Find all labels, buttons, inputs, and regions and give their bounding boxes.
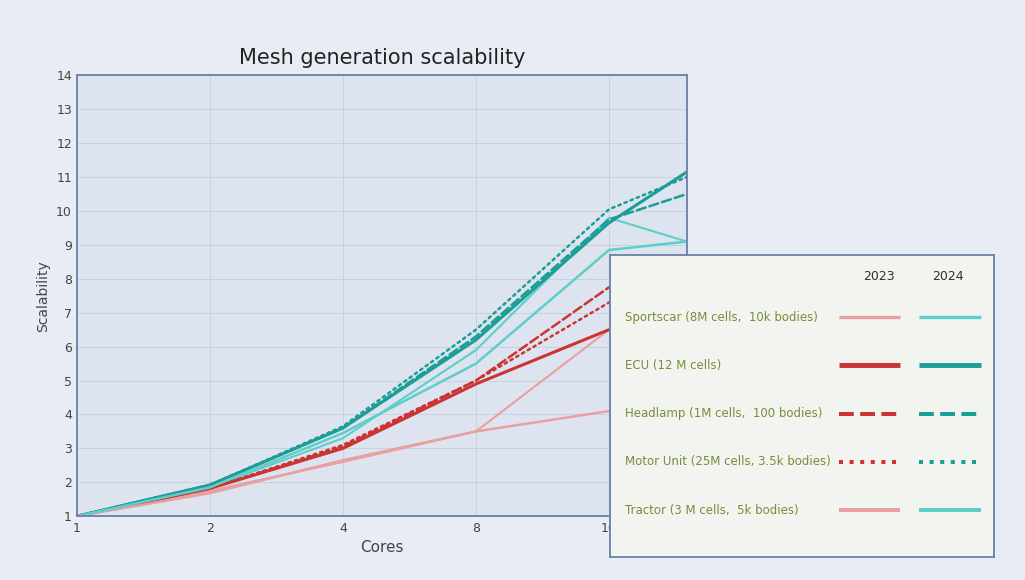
Text: Tractor (3 M cells,  5k bodies): Tractor (3 M cells, 5k bodies) — [625, 503, 798, 517]
Text: Motor Unit (25M cells, 3.5k bodies): Motor Unit (25M cells, 3.5k bodies) — [625, 455, 831, 468]
Text: 2024: 2024 — [933, 270, 963, 283]
X-axis label: Cores: Cores — [360, 541, 404, 555]
Text: 2023: 2023 — [863, 270, 895, 283]
Text: ECU (12 M cells): ECU (12 M cells) — [625, 359, 722, 372]
Title: Mesh generation scalability: Mesh generation scalability — [239, 48, 525, 68]
Text: Sportscar (8M cells,  10k bodies): Sportscar (8M cells, 10k bodies) — [625, 310, 818, 324]
Text: Headlamp (1M cells,  100 bodies): Headlamp (1M cells, 100 bodies) — [625, 407, 823, 420]
Y-axis label: Scalability: Scalability — [37, 260, 50, 332]
